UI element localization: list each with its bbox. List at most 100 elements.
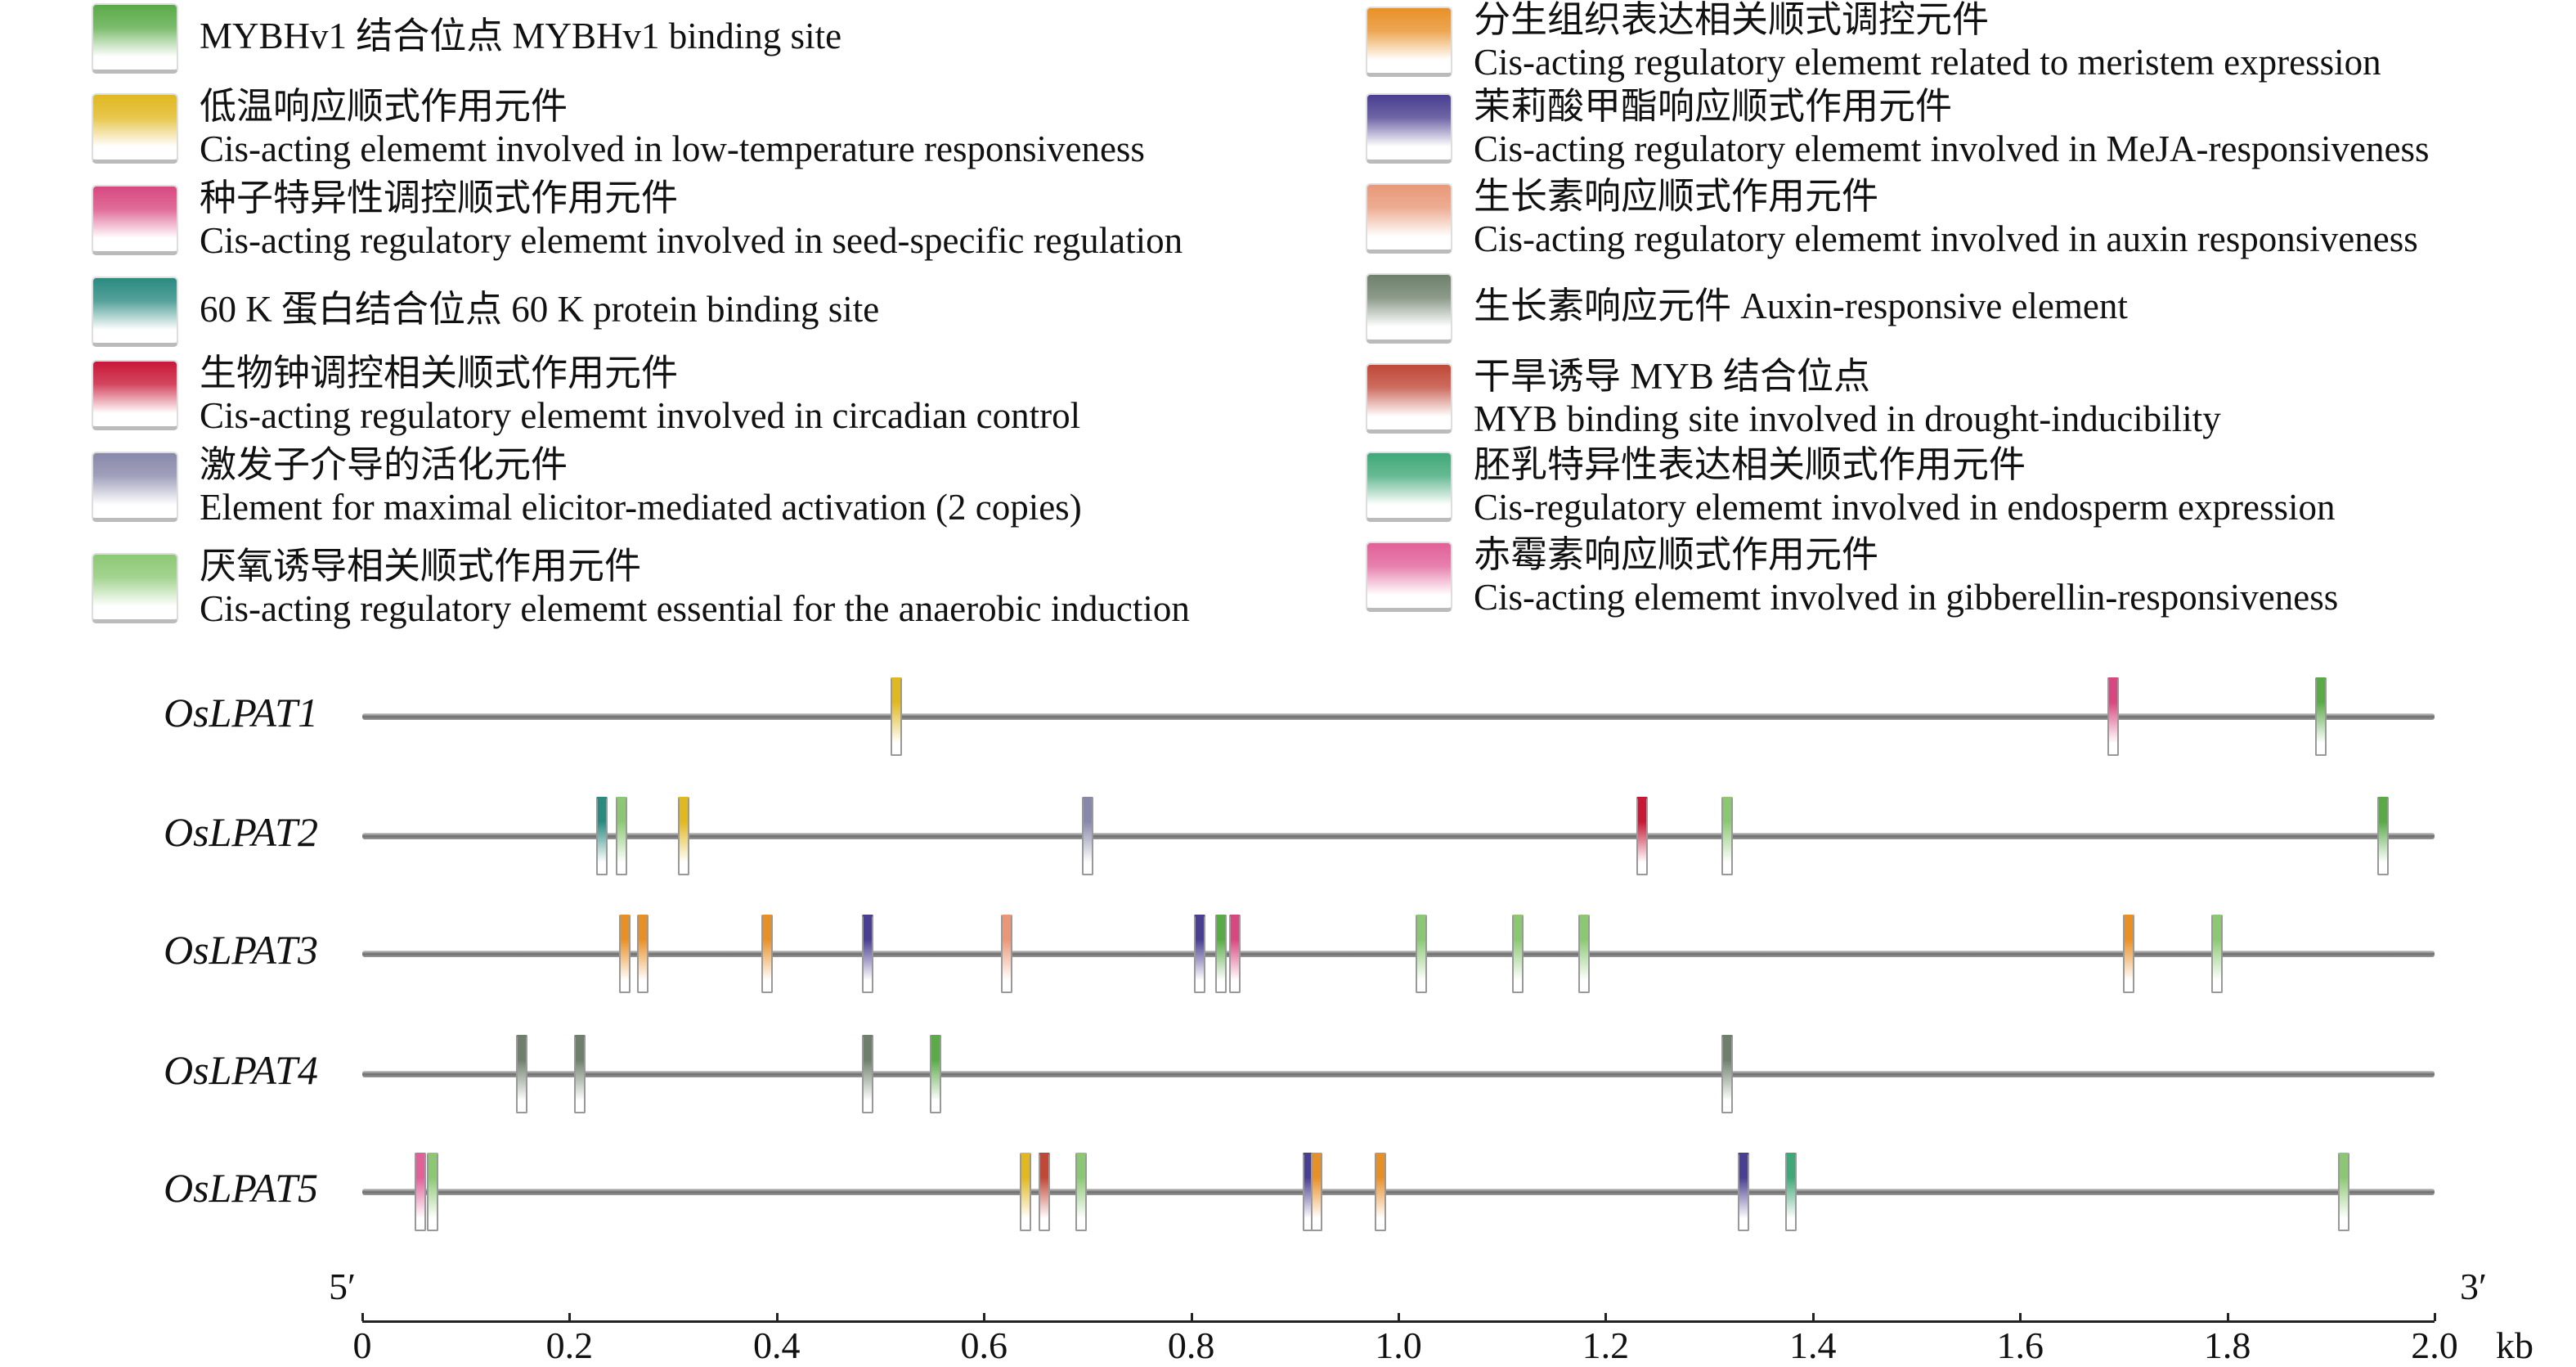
cis-element-marker-circadian <box>1636 797 1648 875</box>
legend-label: 茉莉酸甲酯响应顺式作用元件 Cis-acting regulatory eleme… <box>1474 85 2429 170</box>
legend-label-zh: 低温响应顺式作用元件 <box>200 86 568 127</box>
legend-swatch <box>1366 542 1452 612</box>
legend-label-en: Cis-acting regulatory elememt involved i… <box>200 220 1183 261</box>
x-tick <box>1398 1313 1400 1321</box>
legend-label-en: Cis-acting regulatory elememt related to… <box>1474 42 2381 83</box>
cis-element-marker-meristem <box>1310 1153 1322 1231</box>
x-tick-label: 1.0 <box>1375 1324 1422 1366</box>
x-tick-label: 0.2 <box>545 1324 594 1366</box>
cis-element-marker-meristem <box>618 915 631 993</box>
legend-label-en: MYBHv1 binding site <box>512 16 842 56</box>
legend-swatch <box>1366 93 1452 164</box>
legend-label-zh: 种子特异性调控顺式作用元件 <box>200 178 679 218</box>
legend-label: 干旱诱导 MYB 结合位点 MYB binding site involved i… <box>1474 355 2221 440</box>
legend-swatch <box>1366 452 1452 522</box>
x-tick <box>2434 1313 2436 1321</box>
cis-element-marker-anaerobic <box>1415 915 1427 993</box>
x-tick-label: 1.2 <box>1582 1324 1630 1366</box>
cis-element-marker-auxre <box>516 1035 528 1113</box>
legend-swatch <box>92 277 178 347</box>
legend-label-en: 60 K protein binding site <box>511 289 880 330</box>
x-tick-label: 0.8 <box>1167 1324 1215 1366</box>
gene-track-line <box>362 1189 2435 1195</box>
legend-swatch <box>92 185 178 255</box>
cis-element-marker-anaerobic <box>2210 915 2223 993</box>
legend-label-zh: 厌氧诱导相关顺式作用元件 <box>200 546 642 587</box>
cis-element-marker-meristem <box>637 915 649 993</box>
legend-label: 生长素响应元件 Auxin-responsive element <box>1474 285 2128 327</box>
legend-swatch <box>1366 7 1452 77</box>
legend-label-en: Cis-acting elememt involved in gibberell… <box>1474 577 2339 618</box>
legend-label: 生长素响应顺式作用元件 Cis-acting regulatory elememt… <box>1474 175 2418 260</box>
legend-label-en: Auxin-responsive element <box>1740 286 2128 326</box>
gene-label: OsLPAT5 <box>164 1165 318 1211</box>
x-tick <box>2226 1313 2229 1321</box>
cis-element-marker-auxin <box>1001 915 1013 993</box>
x-tick <box>1604 1313 1608 1321</box>
gene-label: OsLPAT4 <box>164 1047 318 1093</box>
x-tick-label: 0.6 <box>960 1324 1008 1366</box>
cis-element-marker-anaerobic <box>1721 797 1733 875</box>
legend-label-zh: 赤霉素响应顺式作用元件 <box>1474 534 1879 575</box>
legend-label-zh: 分生组织表达相关顺式调控元件 <box>1474 0 1990 40</box>
cis-element-marker-seed <box>1228 915 1241 993</box>
legend-label: 厌氧诱导相关顺式作用元件 Cis-acting regulatory elemem… <box>200 545 1190 630</box>
legend-label: 低温响应顺式作用元件 Cis-acting elememt involved in… <box>200 85 1145 170</box>
cis-element-marker-meristem <box>1375 1153 1387 1231</box>
legend-label: MYBHv1 结合位点 MYBHv1 binding site <box>200 15 841 57</box>
legend-swatch <box>1366 363 1452 434</box>
gene-track-line <box>362 833 2435 839</box>
x-axis <box>362 1320 2435 1323</box>
axis-unit-label: kb <box>2496 1324 2533 1366</box>
cis-element-marker-mybhv1 <box>929 1035 941 1113</box>
legend-swatch <box>92 452 178 522</box>
legend-label-zh: 茉莉酸甲酯响应顺式作用元件 <box>1474 86 1953 127</box>
cis-element-marker-anaerobic <box>615 797 627 875</box>
gene-label: OsLPAT2 <box>164 809 318 855</box>
cis-element-marker-mybhv1 <box>2376 797 2389 875</box>
cis-element-marker-elicitor <box>1081 797 1093 875</box>
legend-label: 胚乳特异性表达相关顺式作用元件 Cis-regulatory elememt in… <box>1474 443 2336 528</box>
cis-element-marker-anaerobic <box>1511 915 1524 993</box>
x-tick <box>1190 1313 1193 1321</box>
five-prime-label: 5′ <box>329 1266 357 1307</box>
cis-element-marker-lowtemp <box>890 677 902 756</box>
legend-label-en: Cis-acting elememt involved in low-tempe… <box>200 128 1145 169</box>
cis-element-marker-auxre <box>862 1035 874 1113</box>
x-tick-label: 1.4 <box>1789 1324 1837 1366</box>
cis-element-marker-k60 <box>595 797 608 875</box>
gene-track-line <box>362 713 2435 720</box>
cis-element-marker-meristem <box>2123 915 2135 993</box>
legend-label: 生物钟调控相关顺式作用元件 Cis-acting regulatory eleme… <box>200 352 1080 437</box>
legend-swatch <box>1366 273 1452 344</box>
gene-label: OsLPAT1 <box>164 690 318 735</box>
x-tick <box>2019 1313 2022 1321</box>
cis-element-marker-lowtemp <box>677 797 689 875</box>
cis-element-marker-endosperm <box>1785 1153 1797 1231</box>
legend-label-zh: 生物钟调控相关顺式作用元件 <box>200 353 679 393</box>
legend-swatch <box>92 93 178 164</box>
x-tick <box>568 1313 572 1321</box>
legend-label: 激发子介导的活化元件 Element for maximal elicitor-m… <box>200 443 1082 528</box>
x-tick <box>361 1313 364 1321</box>
cis-element-marker-auxre <box>1721 1035 1733 1113</box>
cis-element-marker-drought <box>1038 1153 1050 1231</box>
legend-swatch <box>92 360 178 430</box>
legend-label-en: Element for maximal elicitor-mediated ac… <box>200 487 1082 528</box>
cis-element-marker-mybhv1 <box>2314 677 2327 756</box>
legend-label-zh: MYBHv1 结合位点 <box>200 16 504 56</box>
legend-label: 赤霉素响应顺式作用元件 Cis-acting elememt involved i… <box>1474 533 2338 618</box>
x-tick-label: 0 <box>352 1324 372 1366</box>
x-tick <box>1811 1313 1815 1321</box>
cis-element-marker-gibberellin <box>414 1153 426 1231</box>
cis-element-marker-anaerobic <box>1577 915 1590 993</box>
legend-label: 分生组织表达相关顺式调控元件 Cis-acting regulatory elem… <box>1474 0 2381 83</box>
legend-label-zh: 60 K 蛋白结合位点 <box>200 289 502 330</box>
legend-label-zh: 生长素响应元件 <box>1474 286 1732 326</box>
cis-element-marker-anaerobic <box>1075 1153 1088 1231</box>
gene-track-line <box>362 1071 2435 1077</box>
cis-element-marker-anaerobic <box>2337 1153 2349 1231</box>
legend-label-en: Cis-acting regulatory elememt essential … <box>200 588 1190 629</box>
three-prime-label: 3′ <box>2460 1266 2488 1307</box>
legend-label-en: Cis-regulatory elememt involved in endos… <box>1474 487 2336 528</box>
